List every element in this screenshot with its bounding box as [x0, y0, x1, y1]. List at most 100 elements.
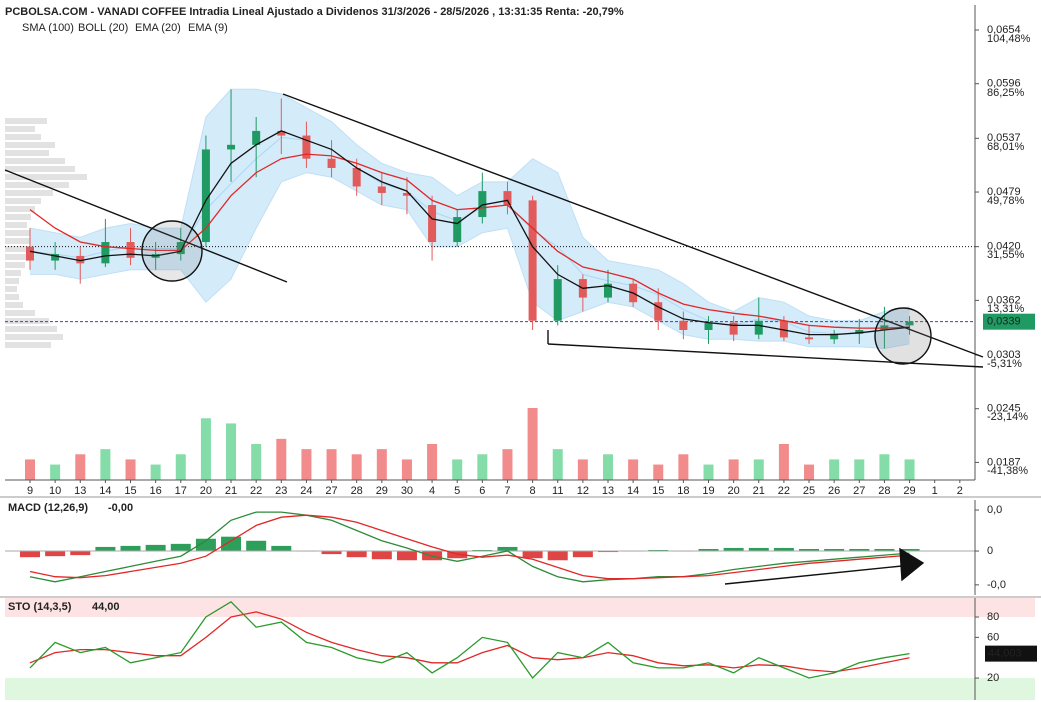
legend-entry: EMA (20)	[135, 22, 181, 34]
arrow-head	[899, 547, 925, 582]
candle-body	[26, 246, 34, 261]
panel-title: MACD (12,26,9)	[8, 502, 88, 514]
candle-body	[176, 242, 185, 255]
histogram-bar	[799, 548, 820, 552]
overbought-band	[5, 598, 1035, 618]
x-tick-label: 27	[853, 485, 865, 497]
x-tick-label: 29	[376, 485, 388, 497]
histogram-bar	[346, 551, 367, 558]
candle-body	[101, 242, 110, 264]
candle-body	[830, 333, 839, 340]
x-tick-label: 22	[250, 485, 262, 497]
x-tick-label: 28	[351, 485, 363, 497]
legend-entry: EMA (9)	[188, 22, 228, 34]
x-tick-label: 30	[401, 485, 413, 497]
candle-body	[201, 149, 210, 243]
bollinger-upper	[29, 88, 910, 322]
ema-line	[29, 153, 910, 329]
x-tick-label: 14	[99, 485, 111, 497]
histogram-bar	[170, 543, 191, 552]
k-line	[29, 600, 910, 680]
y-tick-label: 0,0479	[987, 186, 1021, 198]
candle-body	[603, 283, 612, 298]
volume-bar	[703, 464, 714, 480]
x-tick-label: 13	[602, 485, 614, 497]
candle-body	[126, 242, 135, 258]
histogram-bar	[547, 551, 568, 561]
volume-bar	[276, 438, 287, 480]
histogram-bar	[497, 546, 518, 552]
y-tick-label: 0,0	[987, 504, 1002, 516]
y-tick-label: 80	[987, 611, 999, 623]
candle-body	[855, 330, 864, 334]
x-tick-label: 14	[627, 485, 639, 497]
volume-bar	[100, 449, 111, 480]
d-line	[29, 611, 910, 673]
histogram-bar	[246, 540, 267, 552]
candle-body	[402, 192, 411, 196]
x-tick-label: 13	[74, 485, 86, 497]
volume-bar	[401, 459, 412, 480]
x-tick-label: 21	[225, 485, 237, 497]
volume-bar	[427, 444, 438, 480]
y-tick-label: 60	[987, 631, 999, 643]
candle-body	[779, 320, 788, 338]
panel-title: STO (14,3,5)	[8, 601, 72, 613]
x-tick-label: 20	[200, 485, 212, 497]
current-value-label: 44,003	[988, 648, 1022, 660]
current-price-label: 0,0339	[987, 316, 1021, 328]
x-tick-label: 29	[903, 485, 915, 497]
volume-bar	[226, 423, 237, 480]
y2-tick-label: -5,31%	[987, 358, 1022, 370]
candle-body	[428, 205, 437, 243]
histogram-bar	[145, 544, 166, 552]
y-tick-label: 0	[987, 545, 993, 557]
candle-body	[227, 144, 236, 150]
candle-body	[453, 217, 462, 243]
y-tick-label: 0,0420	[987, 241, 1021, 253]
arrow-line	[724, 565, 903, 585]
volume-bar	[125, 459, 136, 480]
volume-bar	[150, 464, 161, 480]
x-tick-label: 5	[454, 485, 460, 497]
panel-value: -0,00	[108, 502, 133, 514]
volume-bar	[477, 454, 488, 480]
ema-line	[29, 130, 910, 336]
volume-bar	[351, 454, 362, 480]
y2-tick-label: 86,25%	[987, 87, 1025, 99]
candle-body	[679, 320, 688, 330]
volume-bar	[678, 454, 689, 480]
current-price-box	[983, 313, 1035, 330]
x-tick-label: 28	[878, 485, 890, 497]
candle-body	[352, 167, 361, 187]
volume-bar	[50, 464, 61, 480]
x-tick-label: 1	[932, 485, 938, 497]
volume-bar	[628, 459, 639, 480]
histogram-bar	[221, 536, 242, 552]
trend-line	[4, 169, 288, 283]
histogram-bar	[824, 548, 845, 552]
histogram-bar	[773, 547, 794, 552]
volume-bar	[753, 459, 764, 480]
y2-tick-label: -23,14%	[987, 411, 1028, 423]
macd-line	[29, 511, 910, 583]
candle-body	[327, 158, 336, 168]
histogram-bar	[698, 548, 719, 552]
volume-bar	[778, 444, 789, 480]
x-tick-label: 11	[552, 485, 563, 497]
y2-tick-label: 68,01%	[987, 141, 1025, 153]
y-tick-label: 0,0362	[987, 294, 1021, 306]
volume-bar	[25, 459, 35, 480]
candle-body	[51, 254, 60, 261]
histogram-bar	[195, 538, 216, 552]
x-tick-label: 4	[429, 485, 435, 497]
x-tick-label: 16	[150, 485, 162, 497]
bollinger-lower	[30, 172, 910, 350]
volume-bar	[577, 459, 588, 480]
volume-bar	[175, 454, 186, 480]
volume-bar	[728, 459, 739, 480]
x-tick-label: 15	[124, 485, 136, 497]
x-tick-label: 25	[803, 485, 815, 497]
volume-bar	[326, 449, 337, 480]
